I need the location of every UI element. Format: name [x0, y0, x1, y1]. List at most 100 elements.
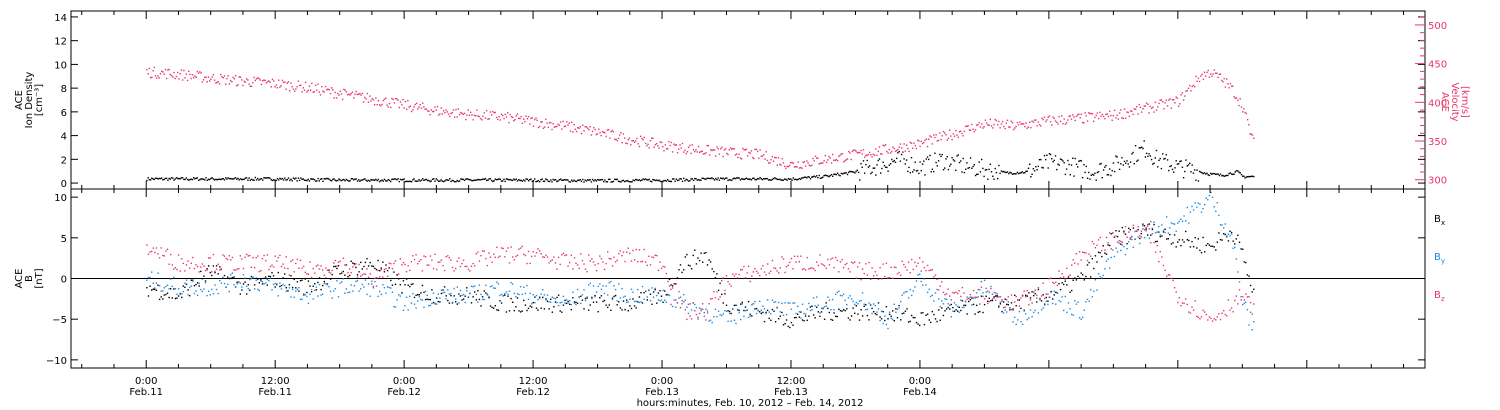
data-point — [503, 117, 505, 120]
data-point — [575, 303, 577, 306]
data-point — [993, 291, 995, 294]
data-point — [947, 137, 950, 140]
data-point — [535, 252, 538, 254]
data-point — [812, 314, 815, 316]
data-point — [676, 179, 679, 182]
data-point — [1052, 281, 1054, 284]
data-point — [1187, 164, 1190, 166]
data-point — [1226, 174, 1228, 177]
data-point — [934, 318, 937, 320]
data-point — [823, 160, 825, 162]
data-point — [700, 252, 702, 254]
data-point — [944, 310, 946, 312]
data-point — [675, 299, 677, 301]
data-point — [539, 181, 541, 183]
data-point — [1216, 241, 1218, 243]
data-point — [575, 130, 578, 133]
data-point — [762, 305, 764, 307]
data-point — [1228, 172, 1230, 175]
data-point — [497, 178, 499, 181]
data-point — [149, 251, 151, 253]
data-point — [985, 168, 988, 171]
data-point — [1153, 162, 1155, 164]
data-point — [399, 178, 402, 181]
data-point — [819, 315, 821, 317]
data-point — [633, 141, 636, 143]
data-point — [1211, 245, 1214, 247]
data-point — [855, 305, 857, 307]
data-point — [455, 108, 457, 111]
data-point — [636, 179, 638, 181]
data-point — [888, 276, 891, 279]
data-point — [418, 106, 420, 108]
data-point — [1210, 245, 1212, 247]
data-point — [161, 70, 163, 72]
data-point — [1111, 119, 1113, 121]
data-point — [510, 115, 513, 118]
data-point — [1245, 176, 1248, 178]
data-point — [307, 178, 309, 181]
data-point — [1040, 125, 1042, 127]
data-point — [558, 124, 561, 126]
data-point — [740, 178, 743, 180]
data-point — [271, 289, 273, 291]
data-point — [576, 264, 579, 266]
data-point — [343, 88, 345, 91]
data-point — [950, 316, 952, 318]
data-point — [1153, 111, 1155, 113]
data-point — [860, 309, 862, 311]
data-point — [721, 146, 723, 148]
data-point — [1091, 240, 1093, 243]
data-point — [475, 115, 477, 117]
data-point — [1121, 226, 1123, 229]
data-point — [798, 311, 800, 313]
data-point — [1023, 290, 1025, 292]
data-point — [1208, 174, 1211, 177]
data-point — [475, 253, 477, 255]
data-point — [909, 320, 911, 323]
data-point — [710, 149, 712, 151]
data-point — [409, 180, 412, 183]
data-point — [1180, 160, 1182, 162]
data-point — [1223, 309, 1225, 312]
data-point — [250, 277, 253, 280]
data-point — [933, 313, 935, 316]
data-point — [637, 143, 639, 145]
data-point — [154, 251, 156, 254]
data-point — [1005, 122, 1007, 124]
data-point — [363, 286, 365, 288]
data-point — [1004, 171, 1006, 173]
data-point — [147, 73, 149, 75]
data-point — [301, 91, 303, 93]
data-point — [797, 305, 799, 308]
data-point — [244, 177, 247, 179]
data-point — [1064, 278, 1066, 280]
data-point — [172, 76, 174, 78]
data-point — [297, 80, 300, 82]
data-point — [919, 324, 921, 327]
data-point — [1058, 270, 1060, 272]
data-point — [459, 289, 462, 292]
data-point — [1004, 298, 1006, 300]
data-point — [1158, 231, 1160, 233]
data-point — [793, 255, 796, 257]
data-point — [862, 160, 865, 162]
data-point — [553, 179, 556, 181]
data-point — [1159, 235, 1161, 238]
data-point — [403, 178, 405, 180]
data-point — [681, 303, 683, 305]
data-point — [860, 149, 862, 152]
data-point — [824, 155, 826, 157]
data-point — [314, 283, 316, 285]
data-point — [546, 294, 549, 296]
data-point — [203, 265, 205, 267]
data-point — [1064, 123, 1067, 125]
data-point — [1215, 319, 1217, 321]
data-point — [550, 179, 552, 181]
data-point — [1238, 241, 1241, 243]
data-point — [630, 260, 633, 262]
data-point — [907, 147, 909, 150]
data-point — [1120, 249, 1122, 252]
data-point — [266, 177, 269, 179]
data-point — [422, 178, 424, 180]
